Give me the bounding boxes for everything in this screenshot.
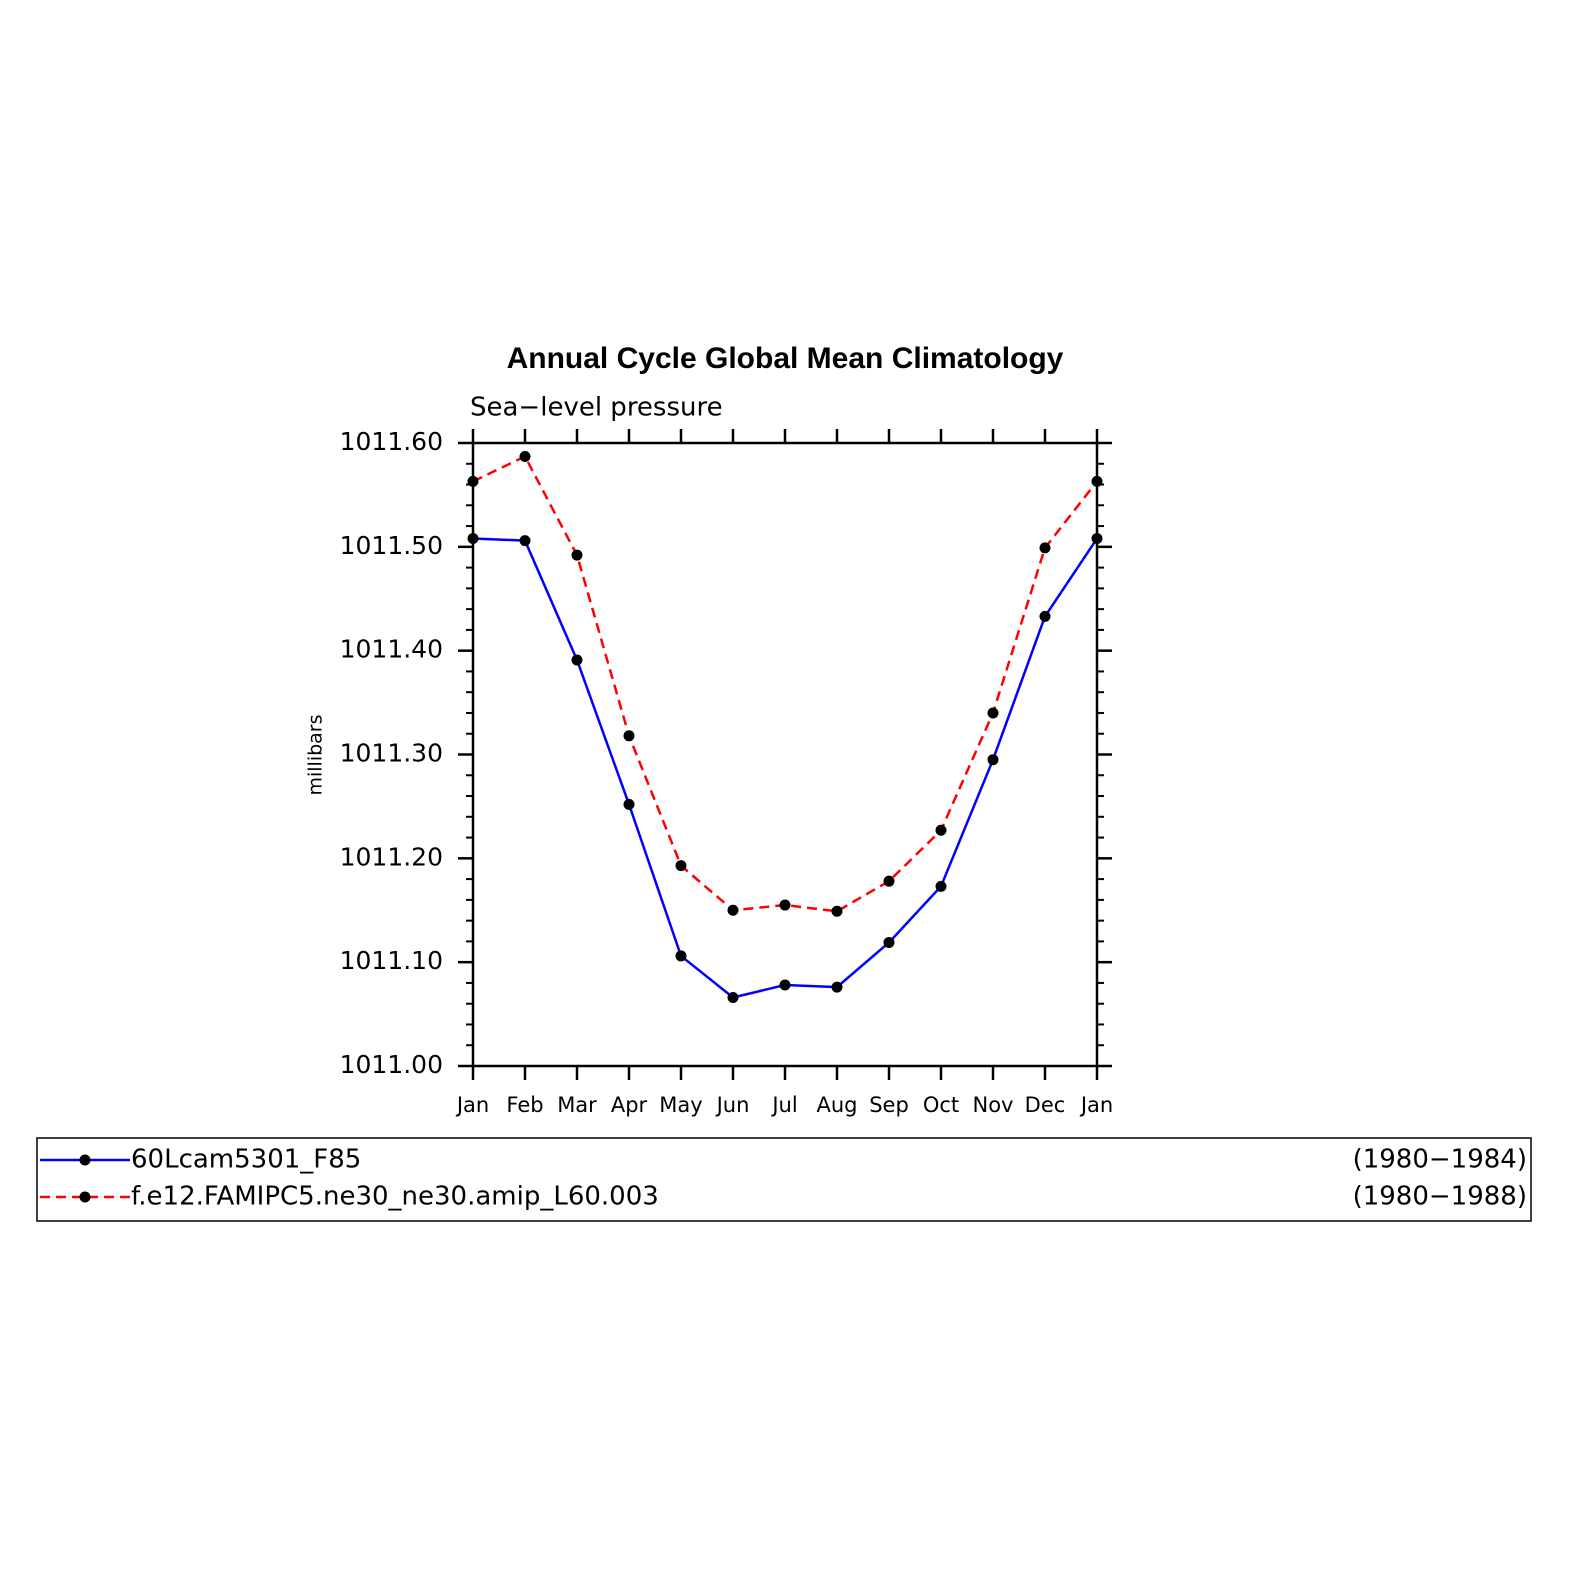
data-point xyxy=(1039,542,1051,554)
data-point xyxy=(571,549,583,561)
chart-subtitle: Sea−level pressure xyxy=(470,393,723,423)
y-tick-label: 1011.10 xyxy=(340,946,443,975)
data-point xyxy=(467,475,479,487)
data-point xyxy=(519,450,531,462)
data-point xyxy=(831,981,843,993)
legend-marker xyxy=(79,1154,91,1166)
data-point xyxy=(571,654,583,666)
y-tick-label: 1011.50 xyxy=(340,531,443,560)
data-point xyxy=(1039,610,1051,622)
data-point xyxy=(1091,475,1103,487)
legend-period: (1980−1984) xyxy=(1353,1145,1527,1175)
legend-marker xyxy=(79,1191,91,1203)
x-tick-label: Feb xyxy=(506,1093,543,1117)
y-tick-label: 1011.30 xyxy=(340,739,443,768)
y-axis-label: millibars xyxy=(305,714,327,795)
chart-title: Annual Cycle Global Mean Climatology xyxy=(507,342,1064,375)
legend-label: 60Lcam5301_F85 xyxy=(131,1145,361,1175)
data-point xyxy=(935,824,947,836)
data-point xyxy=(831,905,843,917)
data-point xyxy=(779,979,791,991)
data-point xyxy=(779,899,791,911)
legend-period: (1980−1988) xyxy=(1353,1182,1527,1212)
data-point xyxy=(623,730,635,742)
data-point xyxy=(623,798,635,810)
data-point xyxy=(1091,533,1103,545)
series-line xyxy=(472,454,1098,913)
data-point xyxy=(675,860,687,872)
data-point xyxy=(519,535,531,547)
y-tick-label: 1011.40 xyxy=(340,635,443,664)
x-tick-label: Dec xyxy=(1025,1093,1066,1117)
data-point xyxy=(987,754,999,766)
x-tick-label: Nov xyxy=(973,1093,1014,1117)
x-tick-label: Sep xyxy=(869,1093,909,1117)
y-tick-label: 1011.20 xyxy=(340,842,443,871)
data-point xyxy=(727,991,739,1003)
data-point xyxy=(883,875,895,887)
x-tick-label: Jun xyxy=(715,1093,750,1117)
data-point xyxy=(987,707,999,719)
x-tick-label: Oct xyxy=(923,1093,959,1117)
y-tick-label: 1011.00 xyxy=(340,1050,443,1079)
x-tick-label: Jul xyxy=(770,1093,797,1117)
x-tick-label: Jan xyxy=(1079,1093,1113,1117)
y-tick-label: 1011.60 xyxy=(340,427,443,456)
x-tick-label: Apr xyxy=(611,1093,648,1117)
data-point xyxy=(935,880,947,892)
data-point xyxy=(883,936,895,948)
x-tick-label: Jan xyxy=(455,1093,489,1117)
x-tick-label: Mar xyxy=(557,1093,597,1117)
data-point xyxy=(727,904,739,916)
data-point xyxy=(675,950,687,962)
x-tick-label: May xyxy=(659,1093,702,1117)
series-line xyxy=(472,537,1099,999)
legend-label: f.e12.FAMIPC5.ne30_ne30.amip_L60.003 xyxy=(131,1182,659,1212)
legend-box xyxy=(36,1137,1532,1222)
x-tick-label: Aug xyxy=(816,1093,857,1117)
data-point xyxy=(467,533,479,545)
